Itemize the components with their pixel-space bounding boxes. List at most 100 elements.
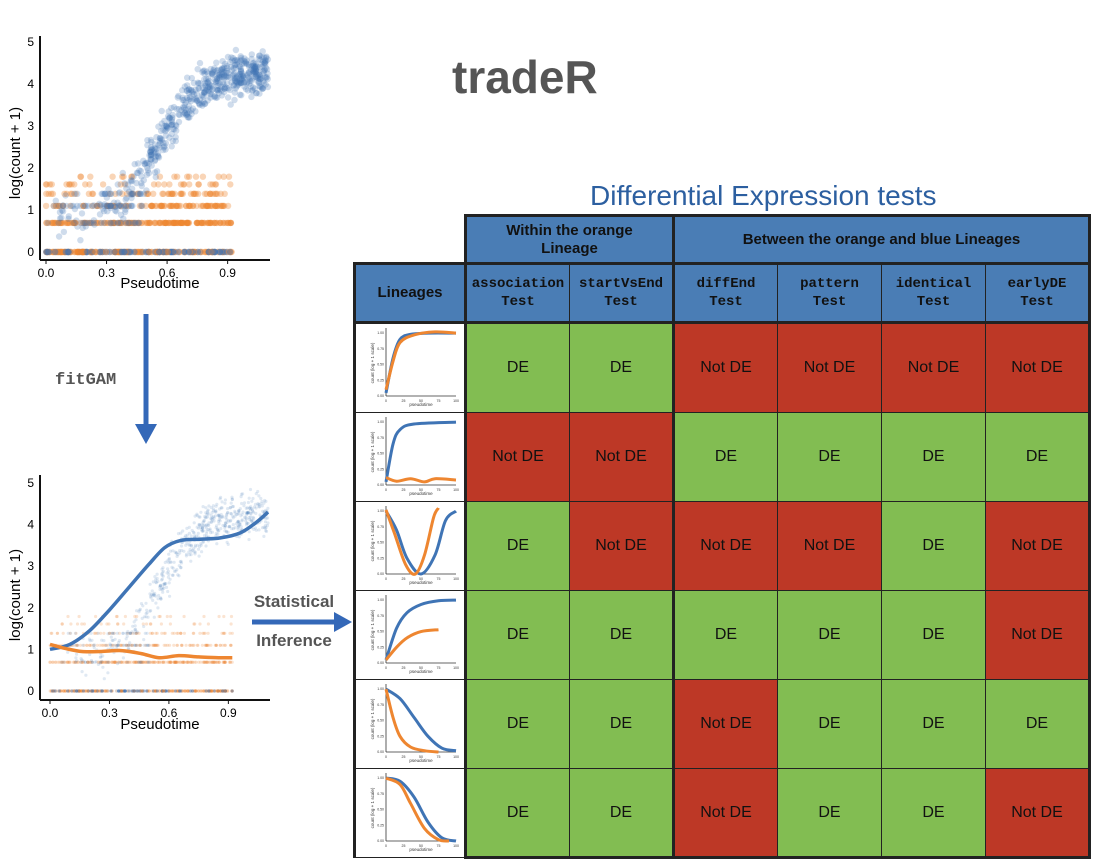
blue-cell-point — [117, 219, 125, 227]
orange-cell-point — [158, 614, 162, 619]
orange-cell-point — [212, 689, 216, 693]
blue-cell-point — [257, 75, 264, 82]
blue-cell-point — [71, 190, 78, 197]
blue-cell-point — [117, 248, 125, 256]
orange-cell-point — [136, 660, 140, 664]
blue-cell-point — [81, 202, 89, 209]
zero-cell-point — [198, 248, 205, 256]
blue-cell-point — [209, 70, 216, 77]
orange-cell-point — [156, 202, 164, 210]
orange-cell-point — [182, 614, 186, 619]
blue-cell-point — [243, 80, 250, 87]
blue-cell-point — [164, 585, 169, 589]
blue-cell-point — [215, 72, 222, 79]
orange-cell-point — [116, 248, 123, 256]
blue-cell-point — [174, 569, 178, 573]
zero-cell-point — [154, 689, 159, 693]
column-header-suffix: Test — [812, 294, 847, 310]
orange-cell-point — [161, 660, 166, 664]
de-result-cell: DE — [777, 412, 882, 502]
orange-cell-point — [169, 202, 177, 210]
blue-cell-point — [70, 219, 77, 227]
orange-cell-point — [104, 202, 112, 210]
orange-cell-point — [202, 660, 207, 664]
blue-cell-point — [237, 535, 241, 539]
orange-cell-point — [230, 660, 234, 664]
svg-text:25: 25 — [402, 755, 406, 759]
orange-cell-point — [134, 660, 138, 664]
blue-cell-point — [185, 106, 192, 113]
blue-cell-point — [103, 202, 110, 210]
orange-cell-point — [65, 248, 72, 256]
blue-cell-point — [196, 96, 204, 103]
blue-cell-point — [111, 203, 119, 210]
blue-cell-point — [236, 520, 240, 524]
de-result-cell: DE — [881, 412, 986, 502]
blue-cell-point — [231, 62, 238, 69]
blue-cell-point — [231, 57, 238, 64]
blue-cell-point — [234, 522, 238, 526]
blue-cell-point — [223, 524, 227, 528]
orange-cell-point — [169, 248, 177, 256]
blue-cell-point — [241, 510, 245, 514]
orange-cell-point — [105, 202, 113, 210]
blue-cell-point — [252, 90, 260, 97]
blue-cell-point — [211, 93, 218, 100]
blue-cell-point — [209, 531, 213, 535]
blue-cell-point — [132, 219, 139, 227]
blue-cell-point — [199, 525, 203, 529]
orange-cell-point — [149, 660, 154, 664]
x-axis-label: Pseudotime — [120, 275, 199, 292]
blue-cell-point — [75, 652, 79, 656]
orange-cell-point — [160, 689, 164, 693]
orange-cell-point — [169, 219, 176, 227]
blue-cell-point — [148, 151, 156, 158]
orange-cell-point — [175, 689, 179, 693]
orange-cell-point — [205, 660, 209, 664]
blue-cell-point — [133, 628, 137, 632]
blue-cell-point — [214, 524, 219, 528]
blue-cell-point — [246, 75, 254, 82]
orange-cell-point — [86, 660, 90, 664]
orange-cell-point — [74, 660, 79, 664]
blue-cell-point — [226, 507, 230, 511]
orange-cell-point — [168, 643, 172, 647]
y-tick-label: 2 — [27, 161, 34, 175]
orange-cell-point — [175, 689, 179, 693]
orange-cell-point — [79, 248, 87, 256]
blue-cell-point — [193, 543, 197, 547]
orange-cell-point — [125, 219, 133, 227]
blue-cell-point — [200, 522, 204, 526]
y-tick-label: 1 — [27, 642, 34, 656]
blue-cell-point — [216, 80, 223, 87]
blue-cell-point — [101, 248, 109, 256]
orange-cell-point — [66, 219, 74, 227]
blue-cell-point — [188, 543, 192, 547]
blue-cell-point — [237, 63, 244, 70]
blue-cell-point — [172, 137, 179, 145]
zero-cell-point — [146, 248, 153, 256]
blue-cell-point — [108, 190, 115, 197]
blue-cell-point — [199, 542, 203, 546]
blue-cell-point — [172, 569, 177, 573]
orange-cell-point — [150, 643, 154, 647]
blue-cell-point — [241, 74, 248, 81]
blue-cell-point — [246, 510, 250, 514]
orange-cell-point — [212, 202, 219, 210]
orange-cell-point — [50, 631, 54, 635]
blue-cell-point — [246, 511, 250, 515]
blue-cell-point — [157, 139, 164, 147]
zero-cell-point — [119, 248, 126, 256]
orange-cell-point — [208, 202, 216, 210]
blue-cell-point — [174, 551, 178, 555]
blue-cell-point — [127, 689, 131, 693]
blue-cell-point — [231, 75, 239, 82]
orange-cell-point — [138, 248, 145, 256]
orange-cell-point — [137, 631, 141, 635]
blue-cell-point — [155, 572, 159, 576]
blue-cell-point — [125, 634, 129, 638]
orange-cell-point — [174, 660, 178, 664]
orange-cell-point — [182, 248, 189, 256]
blue-cell-point — [240, 79, 248, 86]
zero-cell-point — [52, 689, 56, 693]
